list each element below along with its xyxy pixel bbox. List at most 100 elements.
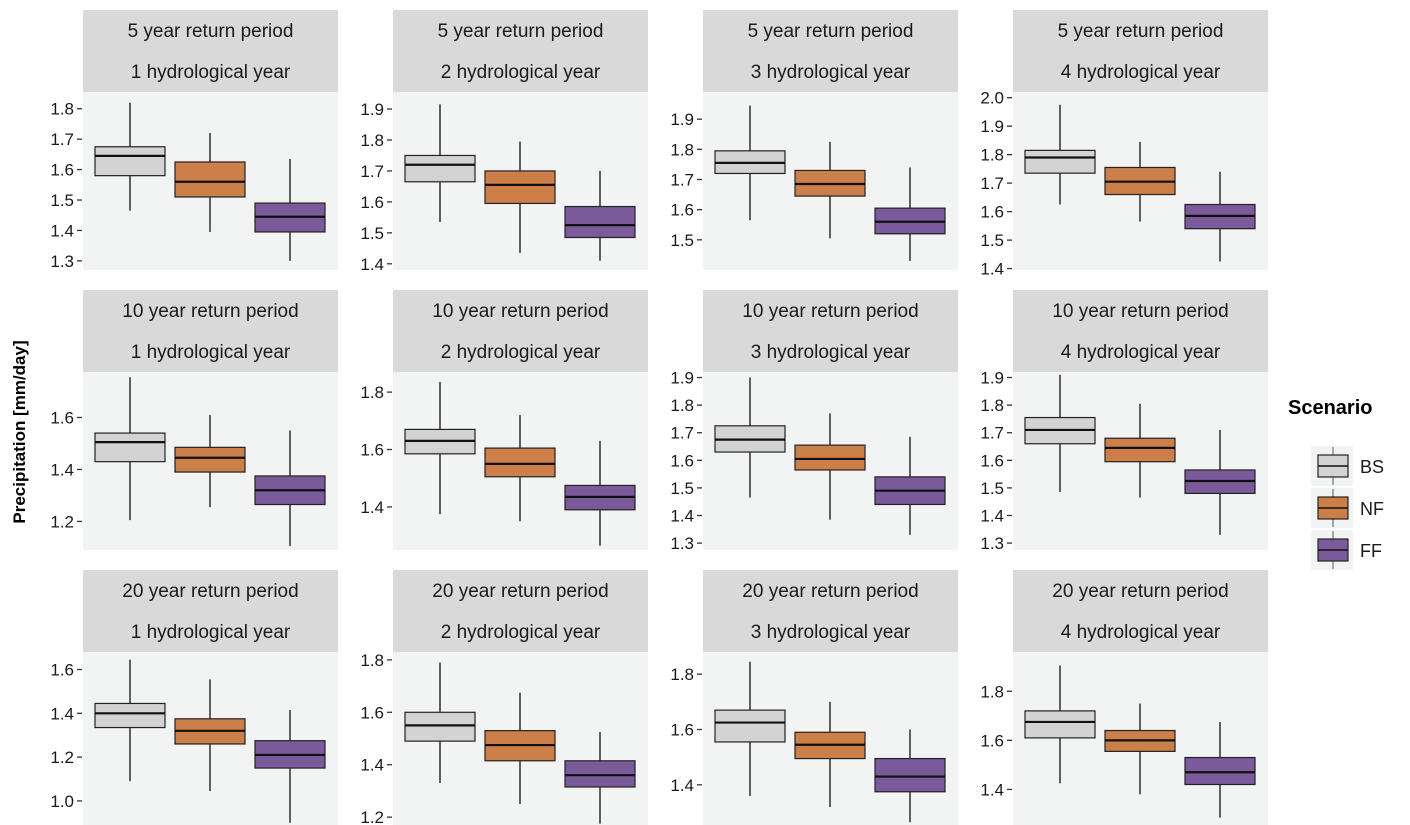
y-tick-label: 1.7 — [670, 424, 694, 443]
legend-title: Scenario — [1288, 397, 1372, 419]
y-tick-label: 1.6 — [670, 201, 694, 220]
y-tick-label: 1.7 — [50, 130, 74, 149]
facet-panel: 10 year return period 4 hydrological year… — [980, 290, 1268, 553]
y-tick-label: 1.4 — [360, 498, 384, 517]
facet-panels: 5 year return period 1 hydrological year 1… — [50, 10, 1268, 825]
y-tick-label: 1.4 — [670, 507, 694, 526]
facet-panel: 10 year return period 3 hydrological year… — [670, 290, 958, 553]
y-tick-label: 1.6 — [670, 451, 694, 470]
box-nf — [174, 161, 246, 198]
strip-label-return-period: 5 year return period — [748, 21, 914, 42]
strip-label-hydrological-year: 2 hydrological year — [441, 62, 601, 83]
facet-strip — [1013, 10, 1268, 92]
legend: Scenario BS NF FF — [1288, 397, 1384, 570]
y-tick-label: 1.6 — [670, 721, 694, 740]
box-nf — [794, 444, 866, 471]
y-tick-label: 1.7 — [360, 162, 384, 181]
strip-label-return-period: 20 year return period — [122, 581, 298, 602]
y-tick-label: 1.4 — [50, 460, 74, 479]
y-tick-label: 1.5 — [980, 231, 1004, 250]
strip-label-return-period: 10 year return period — [1052, 301, 1228, 322]
y-tick-label: 1.4 — [670, 776, 694, 795]
y-tick-label: 1.8 — [360, 131, 384, 150]
facet-strip — [703, 290, 958, 372]
facet-panel: 20 year return period 1 hydrological year… — [50, 570, 338, 825]
y-tick-label: 1.3 — [980, 534, 1004, 553]
facet-panel: 20 year return period 4 hydrological year… — [980, 570, 1268, 825]
box-nf — [484, 170, 556, 205]
facet-panel: 20 year return period 3 hydrological year… — [670, 570, 958, 825]
facet-strip — [703, 10, 958, 92]
box-ff — [564, 760, 636, 788]
y-tick-label: 1.8 — [980, 682, 1004, 701]
strip-label-return-period: 20 year return period — [1052, 581, 1228, 602]
box-bs — [94, 146, 166, 177]
facet-panel: 5 year return period 4 hydrological year 1… — [980, 10, 1268, 279]
strip-label-hydrological-year: 2 hydrological year — [441, 342, 601, 363]
y-tick-label: 1.6 — [50, 661, 74, 680]
facet-panel: 20 year return period 2 hydrological year… — [360, 570, 648, 825]
y-tick-label: 1.9 — [980, 117, 1004, 136]
legend-label-nf: NF — [1360, 499, 1384, 519]
strip-label-return-period: 5 year return period — [438, 21, 604, 42]
y-axis-label: Precipitation [mm/day] — [10, 340, 29, 523]
y-tick-label: 1.2 — [360, 808, 384, 825]
y-tick-label: 1.9 — [980, 369, 1004, 388]
y-tick-label: 1.6 — [360, 441, 384, 460]
box-ff — [564, 205, 636, 239]
facet-strip — [393, 10, 648, 92]
box-nf — [1104, 437, 1176, 463]
strip-label-hydrological-year: 1 hydrological year — [131, 622, 291, 643]
y-tick-label: 1.8 — [670, 665, 694, 684]
strip-label-hydrological-year: 3 hydrological year — [751, 622, 911, 643]
facet-panel: 5 year return period 3 hydrological year 1… — [670, 10, 958, 270]
y-tick-label: 1.7 — [980, 174, 1004, 193]
y-tick-label: 1.5 — [360, 224, 384, 243]
y-tick-label: 1.4 — [980, 260, 1004, 279]
y-tick-label: 1.7 — [980, 424, 1004, 443]
y-tick-label: 1.6 — [980, 731, 1004, 750]
facet-panel: 5 year return period 2 hydrological year 1… — [360, 10, 648, 274]
box-nf — [484, 447, 556, 478]
y-tick-label: 1.4 — [360, 255, 384, 274]
strip-label-hydrological-year: 1 hydrological year — [131, 342, 291, 363]
facet-strip — [83, 290, 338, 372]
y-tick-label: 1.4 — [980, 507, 1004, 526]
y-tick-label: 1.8 — [980, 396, 1004, 415]
y-tick-label: 1.4 — [980, 780, 1004, 799]
y-tick-label: 1.9 — [360, 100, 384, 119]
y-tick-label: 1.8 — [670, 396, 694, 415]
legend-label-ff: FF — [1360, 541, 1382, 561]
facet-panel: 5 year return period 1 hydrological year 1… — [50, 10, 338, 271]
y-tick-label: 1.5 — [670, 231, 694, 250]
box-bs — [1024, 149, 1096, 174]
y-tick-label: 1.7 — [670, 170, 694, 189]
y-tick-label: 1.4 — [360, 756, 384, 775]
y-tick-label: 1.8 — [360, 383, 384, 402]
facet-strip — [703, 570, 958, 652]
legend-label-bs: BS — [1360, 457, 1384, 477]
box-bs — [714, 709, 786, 743]
box-nf — [174, 446, 246, 473]
y-tick-label: 1.3 — [50, 252, 74, 271]
strip-label-return-period: 10 year return period — [432, 301, 608, 322]
y-tick-label: 1.4 — [50, 704, 74, 723]
y-tick-label: 2.0 — [980, 89, 1004, 108]
box-bs — [94, 432, 166, 463]
y-tick-label: 1.5 — [980, 479, 1004, 498]
strip-label-return-period: 20 year return period — [742, 581, 918, 602]
strip-label-hydrological-year: 2 hydrological year — [441, 622, 601, 643]
y-tick-label: 1.8 — [980, 146, 1004, 165]
y-tick-label: 1.2 — [50, 512, 74, 531]
strip-label-hydrological-year: 4 hydrological year — [1061, 342, 1221, 363]
y-tick-label: 1.6 — [980, 451, 1004, 470]
strip-label-return-period: 5 year return period — [128, 21, 294, 42]
facet-panel: 10 year return period 2 hydrological year… — [360, 290, 648, 550]
y-tick-label: 1.0 — [50, 792, 74, 811]
facet-strip — [1013, 570, 1268, 652]
strip-label-hydrological-year: 3 hydrological year — [751, 62, 911, 83]
y-tick-label: 1.9 — [670, 369, 694, 388]
strip-label-hydrological-year: 3 hydrological year — [751, 342, 911, 363]
box-ff — [874, 757, 946, 793]
